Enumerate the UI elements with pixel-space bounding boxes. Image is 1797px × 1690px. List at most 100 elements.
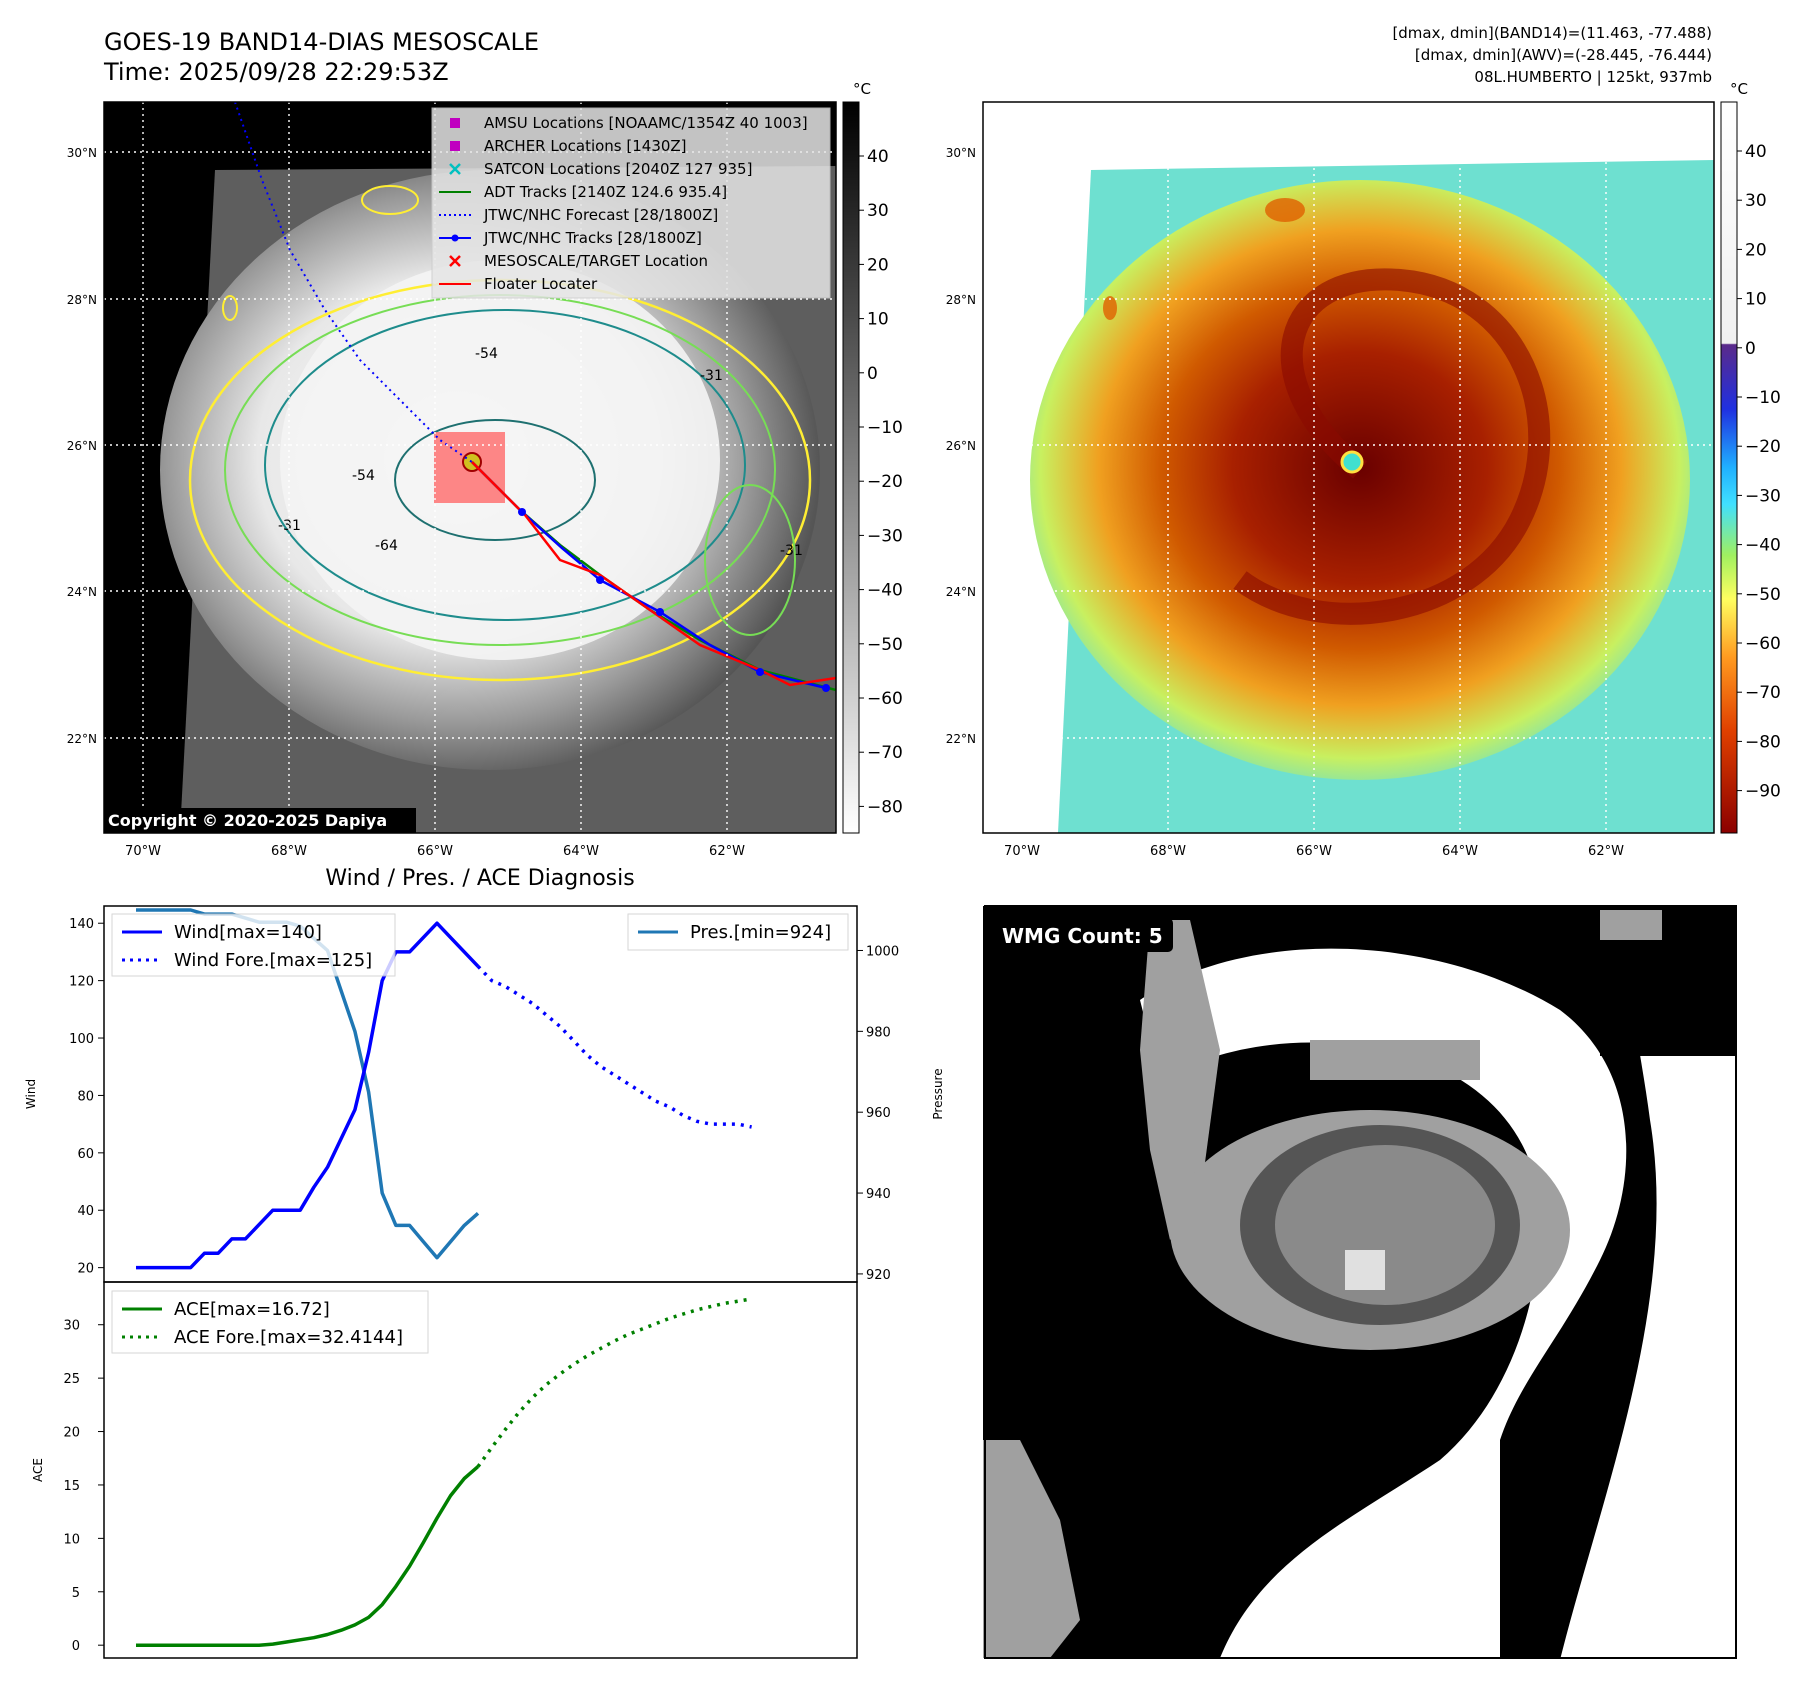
diagnosis-title: Wind / Pres. / ACE Diagnosis xyxy=(325,866,634,891)
legend-box xyxy=(431,107,831,299)
wmg-gray-band-left xyxy=(1140,920,1220,1240)
ace-tick-label: 25 xyxy=(63,1372,80,1387)
legend-marker-x xyxy=(449,255,461,267)
legend-item: MESOSCALE/TARGET Location xyxy=(449,252,708,270)
wind-tick-label: 20 xyxy=(77,1262,94,1277)
colorbar-tick-label: 20 xyxy=(1745,240,1767,260)
colorbar-tick-label: −10 xyxy=(1745,388,1781,408)
legend-label: MESOSCALE/TARGET Location xyxy=(484,252,708,270)
legend-label: SATCON Locations [2040Z 127 935] xyxy=(484,160,752,178)
colorbar-tick-label: −40 xyxy=(867,581,903,601)
ace-legend-box xyxy=(111,1290,429,1354)
lat-label: 24°N xyxy=(946,585,976,599)
colorbar-tick-label: −80 xyxy=(1745,732,1781,752)
wmg-eye-cell xyxy=(1345,1250,1385,1290)
legend-item: JTWC/NHC Tracks [28/1800Z] xyxy=(439,229,702,247)
legend-label: JTWC/NHC Tracks [28/1800Z] xyxy=(483,229,702,247)
colorbar-tick-label: 0 xyxy=(1745,339,1756,359)
ace-axis-label: ACE xyxy=(31,1458,45,1482)
track-point xyxy=(656,608,664,616)
track-point xyxy=(518,508,526,516)
cloud-cell xyxy=(1103,296,1117,320)
pressure-tick-label: 940 xyxy=(866,1187,891,1202)
wind-axis-label: Wind xyxy=(24,1079,38,1109)
lon-label: 68°W xyxy=(1150,844,1186,859)
wmg-count-label: WMG Count: 5 xyxy=(1002,924,1163,948)
legend-ace-fore: ACE Fore.[max=32.4144] xyxy=(174,1327,403,1348)
legend-ace: ACE[max=16.72] xyxy=(174,1299,330,1320)
map1-legend: AMSU Locations [NOAAMC/1354Z 40 1003] ARC… xyxy=(431,107,831,299)
colorbar-tick-label: 10 xyxy=(1745,290,1767,310)
colorbar-tick-label: −70 xyxy=(867,743,903,763)
legend-label: Floater Locater xyxy=(484,275,598,293)
contour-teal-outer xyxy=(264,309,746,621)
contour-label: -31 xyxy=(700,368,723,384)
title-line-2: Time: 2025/09/28 22:29:53Z xyxy=(103,58,449,86)
legend-label: ARCHER Locations [1430Z] xyxy=(484,137,687,155)
colorbar-tick-label: 30 xyxy=(1745,191,1767,211)
lat-label: 22°N xyxy=(67,732,97,746)
ir-map-panel: -54 -31 -54 -64 -31 -31 xyxy=(67,101,837,859)
lat-label: 26°N xyxy=(946,439,976,453)
legend-item: ADT Tracks [2140Z 124.6 935.4] xyxy=(439,183,727,201)
copyright-badge xyxy=(104,808,416,833)
colorbar-tick-label: −60 xyxy=(867,689,903,709)
lat-label: 26°N xyxy=(67,439,97,453)
pressure-tick-label: 980 xyxy=(866,1025,891,1040)
wmg-core xyxy=(1275,1145,1495,1305)
ace-tick-label: 30 xyxy=(63,1319,80,1334)
wind-tick-label: 100 xyxy=(69,1032,94,1047)
gray-colorbar: °C 40 30 20 10 0 −10 −20 −30 −40 −50 −60 −70 −80 xyxy=(842,80,903,834)
ace-tick-label: 10 xyxy=(63,1532,80,1547)
colorbar-tick-label: −20 xyxy=(1745,437,1781,457)
legend-label: ADT Tracks [2140Z 124.6 935.4] xyxy=(484,183,727,201)
enhanced-storm-mass xyxy=(1030,180,1690,780)
ace-tick-label: 15 xyxy=(63,1479,80,1494)
colorbar-tick-label: −50 xyxy=(867,635,903,655)
spiral-band xyxy=(1233,268,1551,625)
pressure-legend: Pres.[min=924] xyxy=(627,913,849,951)
lon-label: 70°W xyxy=(125,844,161,859)
wind-tick-label: 140 xyxy=(69,917,94,932)
contour-cloud-top-1 xyxy=(361,185,419,215)
ace-tick-label: 0 xyxy=(72,1639,80,1654)
wmg-gray-band-bottom xyxy=(983,1440,1080,1658)
ace-series-line xyxy=(136,1465,480,1647)
colorbar-tick-label: −10 xyxy=(867,418,903,438)
pressure-axis-label: Pressure xyxy=(931,1068,945,1119)
colorbar-tick-label: −30 xyxy=(867,526,903,546)
ace-tick-label: 5 xyxy=(72,1586,80,1601)
legend-pressure: Pres.[min=924] xyxy=(690,922,831,943)
enhanced-map-panel: 30°N 28°N 26°N 24°N 22°N 70°W 68°W 66°W … xyxy=(946,101,1715,859)
contour-cloud-top-2 xyxy=(222,295,238,321)
colorbar-tick-label: −20 xyxy=(867,472,903,492)
colorbar-tick-label: 30 xyxy=(867,201,889,221)
colorbar-tick-label: −80 xyxy=(867,797,903,817)
legend-marker-square xyxy=(450,141,460,151)
track-point xyxy=(596,576,604,584)
legend-marker-x xyxy=(449,163,461,175)
pressure-tick-label: 960 xyxy=(866,1106,891,1121)
wind-tick-label: 120 xyxy=(69,975,94,990)
legend-wind: Wind[max=140] xyxy=(174,922,322,943)
pressure-tick-label: 1000 xyxy=(866,944,899,959)
lat-label: 22°N xyxy=(946,732,976,746)
lon-label: 66°W xyxy=(1296,844,1332,859)
colorbar-tick-label: 20 xyxy=(867,255,889,275)
lon-label: 66°W xyxy=(417,844,453,859)
lon-label: 70°W xyxy=(1004,844,1040,859)
lat-label: 30°N xyxy=(946,146,976,160)
ace-legend: ACE[max=16.72] ACE Fore.[max=32.4144] xyxy=(111,1290,429,1354)
lon-label: 62°W xyxy=(1588,844,1624,859)
legend-item: SATCON Locations [2040Z 127 935] xyxy=(449,160,752,178)
track-point xyxy=(756,668,764,676)
ace-tick-label: 20 xyxy=(63,1426,80,1441)
wmg-white-right xyxy=(1560,906,1736,1660)
legend-marker-square xyxy=(450,118,460,128)
wind-legend: Wind[max=140] Wind Fore.[max=125] xyxy=(111,913,396,977)
colorbar-tick-label: −90 xyxy=(1745,782,1781,802)
contour-label: -54 xyxy=(475,346,498,362)
lon-label: 62°W xyxy=(709,844,745,859)
colorbar-tick-label: −60 xyxy=(1745,634,1781,654)
color-colorbar-bar xyxy=(1720,101,1738,834)
